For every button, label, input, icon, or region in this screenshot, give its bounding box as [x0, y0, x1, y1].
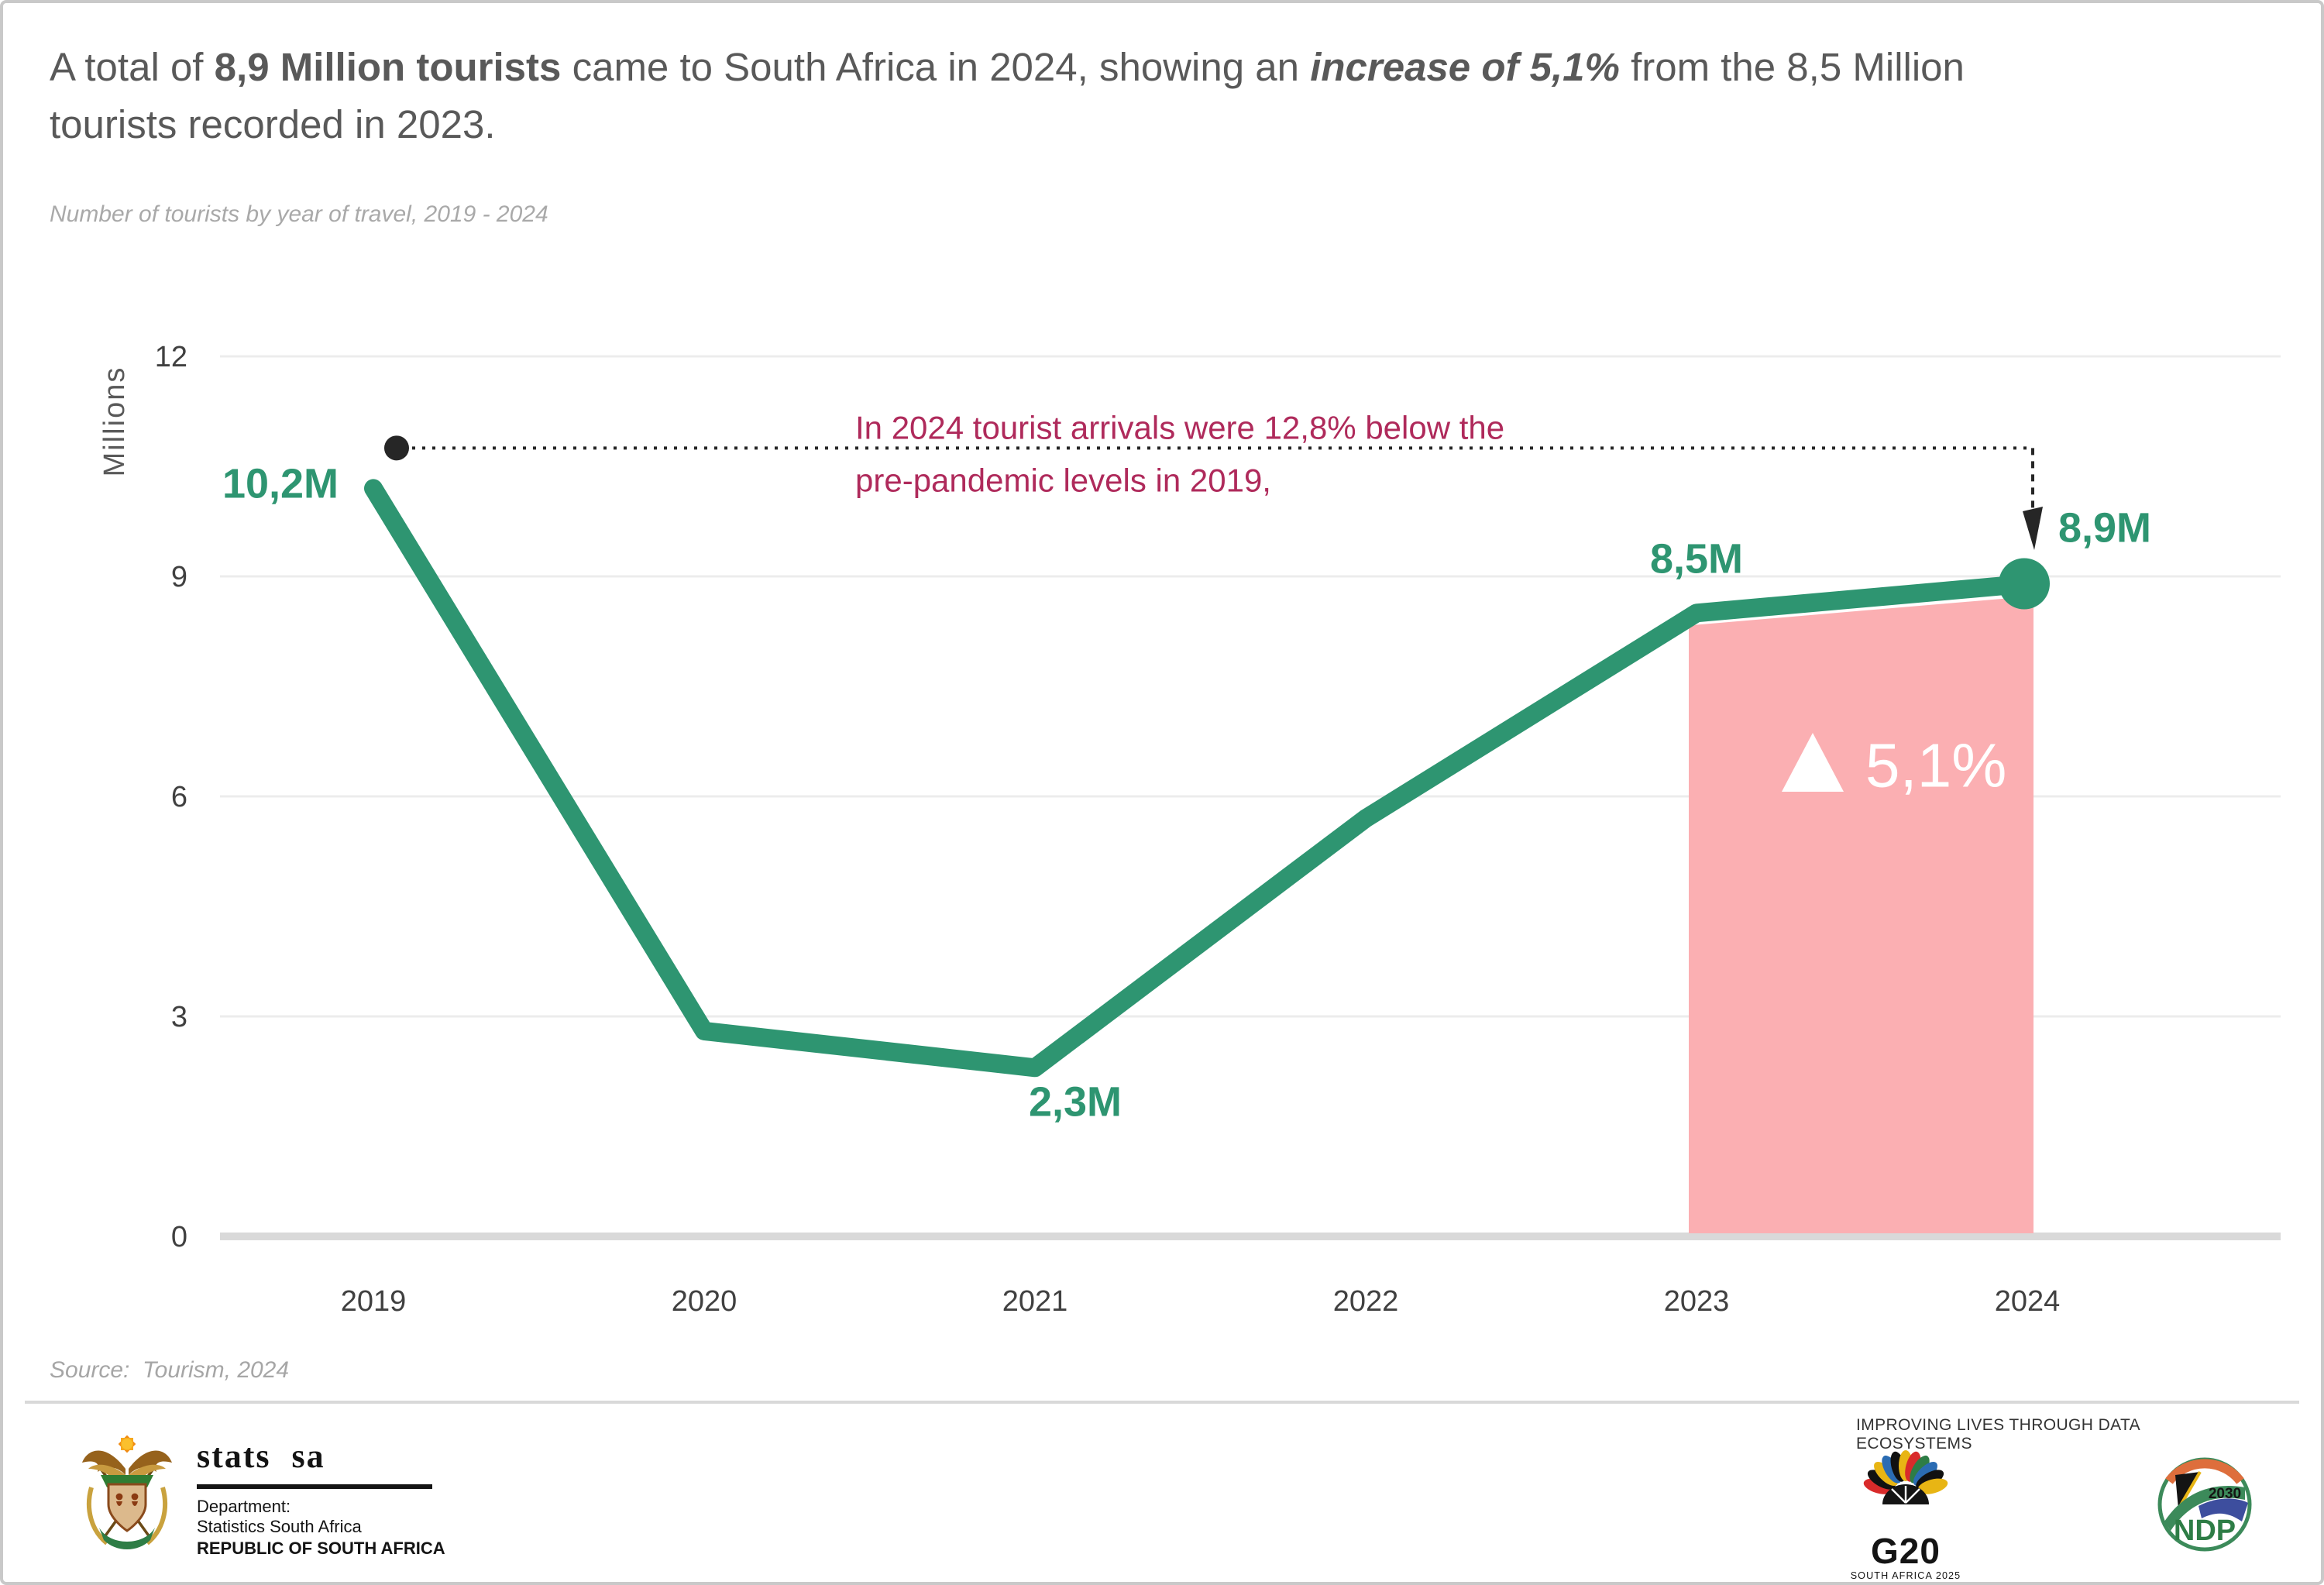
chart-subtitle: Number of tourists by year of travel, 20…	[50, 201, 548, 228]
page-title: A total of 8,9 Million tourists came to …	[50, 40, 2290, 155]
data-label-2021: 2,3M	[1029, 1078, 1122, 1125]
y-tick-label: 6	[171, 781, 187, 813]
tagline: IMPROVING LIVES THROUGH DATA ECOSYSTEMS	[1856, 1416, 2140, 1453]
x-axis-year-label: 2022	[1333, 1285, 1399, 1318]
g20-subtitle: SOUTH AFRICA 2025	[1850, 1571, 1961, 1582]
g20-petal	[1917, 1478, 1948, 1494]
footer-divider	[25, 1401, 2299, 1404]
republic-line: REPUBLIC OF SOUTH AFRICA	[197, 1539, 445, 1558]
x-axis-year-label: 2020	[672, 1285, 737, 1318]
data-label-2024: 8,9M	[2058, 504, 2151, 551]
increase-percentage-label: 5,1%	[1865, 731, 2006, 800]
annotation-line-2: pre-pandemic levels in 2019,	[855, 462, 1271, 499]
g20-name: G20	[1871, 1531, 1941, 1571]
up-triangle-icon	[1782, 733, 1844, 792]
g20-logo: G20 SOUTH AFRICA 2025	[1847, 1447, 1965, 1582]
data-label-2023: 8,5M	[1650, 535, 1743, 582]
y-axis-title: Millions	[98, 366, 131, 477]
chart-canvas: Millions 12 9 6 3 0 2019 2020 2021 2022 2023 2024…	[98, 341, 2281, 1318]
stats-sa-rule	[197, 1484, 432, 1488]
reference-dot-2019	[384, 435, 409, 461]
x-axis-labels: 2019 2020 2021 2022 2023 2024	[341, 1285, 2061, 1318]
x-axis-year-label: 2019	[341, 1285, 407, 1318]
title-text-bold: 8,9 Million tourists	[214, 46, 562, 90]
line-chart: Millions 12 9 6 3 0 2019 2020 2021 2022 2023 2024…	[3, 266, 2324, 1368]
increase-highlight-area	[1689, 596, 2033, 1233]
ndp-name-label: NDP	[2174, 1515, 2236, 1547]
x-axis-year-label: 2023	[1664, 1285, 1730, 1318]
x-axis-year-label: 2024	[1995, 1285, 2061, 1318]
g20-protea-icon	[1863, 1450, 1948, 1504]
g20-petal	[1910, 1455, 1930, 1484]
source-note: Source: Tourism, 2024	[50, 1357, 290, 1384]
ndp-2030-logo: 2030 NDP	[2152, 1456, 2257, 1563]
stats-sa-coat-of-arms-icon	[82, 1435, 172, 1549]
title-text-4: tourists recorded in 2023.	[50, 104, 496, 147]
arrowhead-icon	[2023, 507, 2043, 550]
y-tick-label: 12	[155, 341, 187, 373]
stats-sa-wordmark-block: stats sa Department: Statistics South Af…	[197, 1436, 445, 1560]
statistics-south-africa-line: Statistics South Africa	[197, 1518, 362, 1537]
y-tick-label: 9	[171, 561, 187, 593]
title-text-3: from the 8,5 Million	[1619, 46, 1965, 90]
data-label-2019: 10,2M	[222, 460, 339, 507]
g20-petal	[1867, 1470, 1896, 1490]
y-tick-label: 3	[171, 1001, 187, 1033]
end-point-marker-2024	[1999, 558, 2050, 610]
ndp-year-label: 2030	[2209, 1486, 2241, 1502]
ndp-2030-icon: 2030 NDP	[2157, 1457, 2252, 1552]
tourists-line-series	[364, 479, 2037, 1078]
annotation-line-1: In 2024 tourist arrivals were 12,8% belo…	[855, 410, 1504, 446]
y-tick-label: 0	[171, 1221, 187, 1253]
y-axis-ticks: 12 9 6 3 0	[155, 341, 187, 1253]
title-text-2: came to South Africa in 2024, showing an	[561, 46, 1311, 90]
x-axis-year-label: 2021	[1002, 1285, 1068, 1318]
stats-sa-logotype: stats sa	[197, 1436, 325, 1475]
title-text-1: A total of	[50, 46, 215, 90]
title-text-bold-italic: increase of 5,1%	[1310, 46, 1620, 90]
department-line: Department:	[197, 1497, 291, 1516]
